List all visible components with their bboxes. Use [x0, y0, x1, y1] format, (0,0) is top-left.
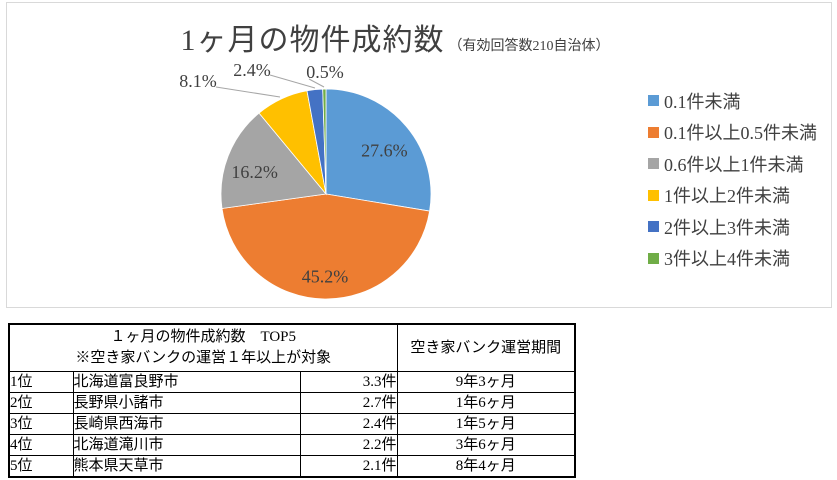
table-row: 1位 北海道富良野市 3.3件 9年3ヶ月 [8, 371, 576, 393]
count-cell: 2.4件 [299, 413, 398, 435]
pie-data-label: 27.6% [361, 140, 408, 160]
table-title-line2: ※空き家バンクの運営１年以上が対象 [75, 350, 332, 366]
legend-swatch-icon [648, 95, 659, 107]
chart-legend: 0.1件未満 0.1件以上0.5件未満 0.6件以上1件未満 1件以上2件未満 … [648, 85, 817, 274]
legend-label: 1件以上2件未満 [664, 186, 790, 207]
pie-slice-2 [220, 112, 327, 209]
legend-label: 2件以上3件未満 [664, 217, 790, 238]
pie-data-label: 8.1% [179, 71, 217, 91]
period-cell: 3年6ヶ月 [396, 434, 576, 456]
rank-cell: 2位 [8, 392, 74, 414]
table-row: 4位 北海道滝川市 2.2件 3年6ヶ月 [8, 434, 576, 456]
count-cell: 2.1件 [299, 455, 398, 478]
legend-swatch-icon [648, 252, 659, 264]
pie-slice-0 [325, 88, 432, 212]
table-header-title-cell: １ヶ月の物件成約数 TOP5 ※空き家バンクの運営１年以上が対象 [8, 323, 398, 372]
pie-chart: 27.6% 45.2% 16.2% 8.1% 2.4% 0.5% [179, 60, 432, 300]
rank-cell: 5位 [8, 455, 74, 478]
legend-label: 3件以上4件未満 [664, 249, 790, 270]
label-leader-line [308, 78, 325, 88]
legend-item: 0.1件以上0.5件未満 [648, 117, 817, 149]
pie-data-label: 16.2% [231, 162, 278, 182]
rank-cell: 3位 [8, 413, 74, 435]
pie-data-label: 45.2% [302, 267, 349, 287]
chart-title: 1ヶ月の物件成約数 （有効回答数210自治体） [7, 15, 783, 59]
municipality-cell: 長野県小諸市 [72, 392, 301, 414]
legend-swatch-icon [648, 189, 659, 201]
table-row: 2位 長野県小諸市 2.7件 1年6ヶ月 [8, 392, 576, 414]
table-header-period-cell: 空き家バンク運営期間 [396, 323, 576, 372]
count-cell: 2.2件 [299, 434, 398, 456]
top5-table: １ヶ月の物件成約数 TOP5 ※空き家バンクの運営１年以上が対象 空き家バンク運… [8, 323, 576, 478]
period-cell: 8年4ヶ月 [396, 455, 576, 478]
pie-chart-panel: 1ヶ月の物件成約数 （有効回答数210自治体） 27.6% 45.2% 16.2% 8.… [6, 2, 832, 308]
table-title-line1: １ヶ月の物件成約数 TOP5 [110, 329, 297, 345]
count-cell: 3.3件 [299, 371, 398, 393]
pie-slice-1 [221, 193, 431, 300]
legend-swatch-icon [648, 221, 659, 233]
legend-swatch-icon [648, 158, 659, 170]
chart-subtitle-text: （有効回答数210自治体） [448, 39, 610, 54]
pie-slice-5 [322, 88, 327, 195]
municipality-cell: 熊本県天草市 [72, 455, 301, 478]
legend-item: 3件以上4件未満 [648, 243, 817, 275]
pie-data-label: 0.5% [306, 62, 344, 82]
chart-title-text: 1ヶ月の物件成約数 [180, 24, 445, 57]
legend-item: 2件以上3件未満 [648, 211, 817, 243]
label-leader-line [215, 86, 281, 98]
legend-label: 0.1件以上0.5件未満 [664, 123, 817, 144]
period-cell: 1年5ヶ月 [396, 413, 576, 435]
municipality-cell: 北海道滝川市 [72, 434, 301, 456]
legend-label: 0.6件以上1件未満 [664, 154, 804, 175]
legend-item: 0.6件以上1件未満 [648, 148, 817, 180]
rank-cell: 4位 [8, 434, 74, 456]
municipality-cell: 長崎県西海市 [72, 413, 301, 435]
table-row: 3位 長崎県西海市 2.4件 1年5ヶ月 [8, 413, 576, 435]
table-header-row: １ヶ月の物件成約数 TOP5 ※空き家バンクの運営１年以上が対象 空き家バンク運… [8, 323, 576, 372]
legend-item: 0.1件未満 [648, 85, 817, 117]
period-cell: 1年6ヶ月 [396, 392, 576, 414]
municipality-cell: 北海道富良野市 [72, 371, 301, 393]
rank-cell: 1位 [8, 371, 74, 393]
count-cell: 2.7件 [299, 392, 398, 414]
label-leader-line [269, 74, 316, 89]
pie-data-label: 2.4% [233, 60, 271, 80]
table-row: 5位 熊本県天草市 2.1件 8年4ヶ月 [8, 455, 576, 478]
period-cell: 9年3ヶ月 [396, 371, 576, 393]
legend-item: 1件以上2件未満 [648, 180, 817, 212]
legend-swatch-icon [648, 126, 659, 138]
legend-label: 0.1件未満 [664, 91, 741, 112]
